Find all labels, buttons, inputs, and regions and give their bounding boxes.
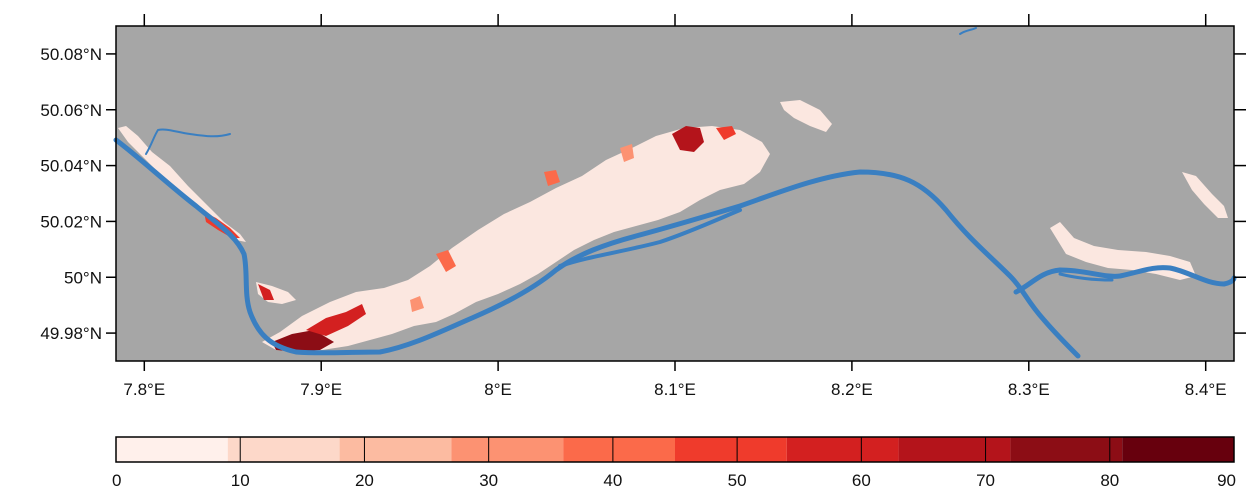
- hotspot-small-left: [258, 284, 274, 300]
- hotspot-north-2: [716, 126, 736, 140]
- colorbar-tick-label: 90: [1217, 471, 1236, 490]
- colorbar-tick-label: 0: [112, 471, 121, 490]
- colorbar-bin: [227, 437, 340, 462]
- colorbar-bin: [786, 437, 899, 462]
- colorbar-tick-label: 20: [355, 471, 374, 490]
- colorbar-tick-label: 80: [1100, 471, 1119, 490]
- x-tick-label: 7.9°E: [300, 380, 342, 399]
- colorbar-bin: [116, 437, 228, 462]
- vineyard-patch-west: [118, 126, 246, 242]
- colorbar: 0 10 20 30 40 50 60 70 80 90: [112, 436, 1236, 490]
- hotspot-mid-2: [544, 170, 560, 186]
- y-tick-label: 50.02°N: [40, 212, 102, 231]
- stream-northwest: [145, 128, 231, 155]
- x-tick-label: 7.8°E: [123, 380, 165, 399]
- river-branch-rhine: [558, 208, 742, 268]
- colorbar-tick-label: 50: [728, 471, 747, 490]
- colorbar-bin: [898, 437, 1011, 462]
- river-east-branch: [1058, 272, 1114, 282]
- vineyard-patch-far-east: [1182, 172, 1228, 218]
- hotspot-bottom-left-2: [306, 304, 366, 336]
- hotspot-mid-4: [410, 296, 424, 312]
- river-east: [1013, 265, 1237, 295]
- high-value-hotspots: [204, 126, 736, 352]
- colorbar-tick-label: 10: [231, 471, 250, 490]
- colorbar-bin: [451, 437, 564, 462]
- hotspot-mid-3: [620, 144, 634, 162]
- colorbar-tick-label: 60: [852, 471, 871, 490]
- hotspot-north-cluster: [672, 126, 704, 152]
- x-tick-label: 8.4°E: [1185, 380, 1227, 399]
- colorbar-tick-label: 30: [479, 471, 498, 490]
- x-tick-label: 8°E: [484, 380, 512, 399]
- vineyard-patch-northeast: [780, 100, 832, 132]
- stream-top: [959, 27, 977, 35]
- x-tick-label: 8.1°E: [654, 380, 696, 399]
- rivers: [113, 27, 1237, 359]
- y-axis: 49.98°N 50°N 50.02°N 50.04°N 50.06°N 50.08°N: [40, 45, 1246, 343]
- y-tick-label: 49.98°N: [40, 324, 102, 343]
- y-tick-label: 50.04°N: [40, 157, 102, 176]
- vineyard-patch-central: [262, 126, 770, 352]
- colorbar-bin: [1122, 437, 1234, 462]
- colorbar-tick-label: 40: [603, 471, 622, 490]
- hotspot-bottom-left: [272, 330, 334, 352]
- colorbar-tick-label: 70: [976, 471, 995, 490]
- x-tick-label: 8.3°E: [1008, 380, 1050, 399]
- colorbar-bin: [339, 437, 452, 462]
- colorbar-bin: [1010, 437, 1123, 462]
- x-tick-label: 8.2°E: [831, 380, 873, 399]
- hotspot-mid-1: [436, 250, 456, 272]
- x-axis: 7.8°E 7.9°E 8°E 8.1°E 8.2°E 8.3°E 8.4°E: [123, 14, 1227, 399]
- y-tick-label: 50.06°N: [40, 101, 102, 120]
- y-tick-label: 50.08°N: [40, 45, 102, 64]
- y-tick-label: 50°N: [64, 268, 102, 287]
- colorbar-bin: [675, 437, 787, 462]
- colorbar-bin: [563, 437, 675, 462]
